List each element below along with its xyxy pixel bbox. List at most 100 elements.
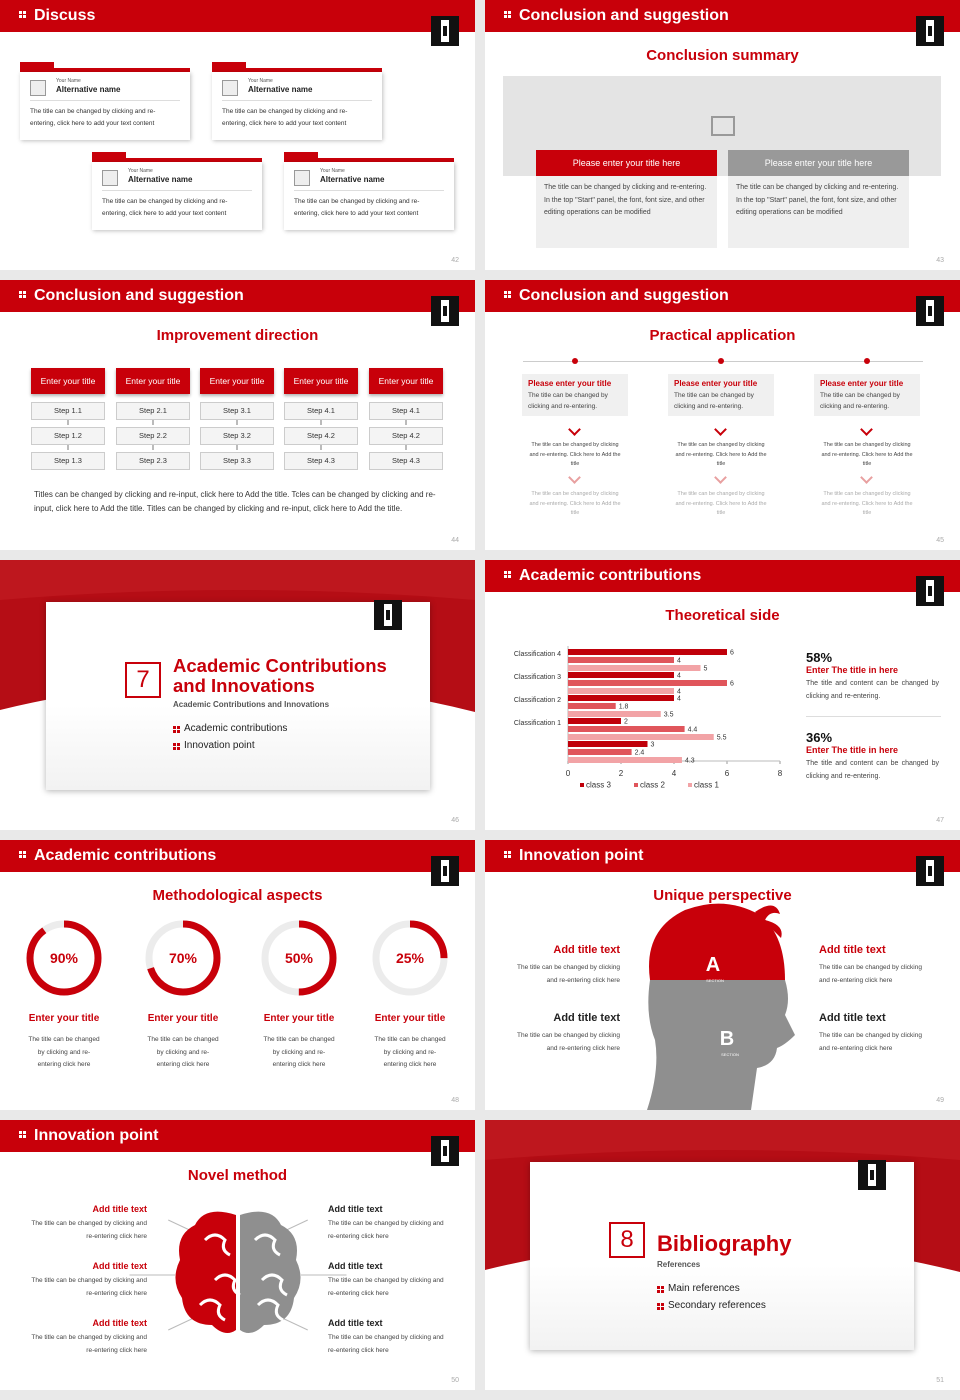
column-title: Enter your title — [284, 368, 358, 394]
item-text: The title can be changed by clicking and… — [31, 1220, 147, 1240]
step: Step 1.1 — [31, 402, 105, 420]
section-subtitle: Academic Contributions and Innovations — [173, 700, 330, 709]
box-title: Please enter your title — [528, 379, 612, 388]
stat-text: The title and content can be changed by … — [806, 680, 939, 700]
head-upper — [649, 903, 785, 980]
slide: Academic contributions Methodological asp… — [0, 840, 475, 1110]
item-text: The title can be changed by clicking and… — [517, 964, 620, 984]
step-connector — [405, 420, 407, 425]
ring-label: 90% — [50, 950, 79, 966]
brain-fold — [253, 1233, 281, 1257]
timeline-dot — [718, 358, 724, 364]
data-label: 4 — [677, 673, 681, 680]
dot-icon — [177, 730, 180, 733]
header-title: Academic contributions — [34, 847, 217, 864]
item-text: The title can be changed by clicking and… — [819, 1032, 922, 1052]
section-subtitle: References — [657, 1260, 701, 1269]
bar — [568, 695, 674, 701]
bar — [568, 734, 714, 740]
card-top — [92, 158, 262, 162]
section-item: Main references — [668, 1283, 740, 1294]
card-icon — [222, 80, 238, 96]
dot-icon — [173, 730, 176, 733]
x-tick-label: 0 — [566, 769, 571, 778]
dot-icon — [504, 571, 507, 574]
dot-icon — [19, 1131, 22, 1134]
card: Your Name Alternative name The title can b… — [284, 162, 454, 230]
step-connector — [236, 420, 238, 425]
dot-icon — [19, 291, 22, 294]
red-shade — [485, 1120, 960, 1160]
slide-graphics: 0 2 4 6 8 Classification 4 6 4 5 Classification 3… — [514, 646, 783, 790]
stat-value: 58% — [806, 650, 833, 665]
item-text: The title can be changed by clicking and… — [819, 964, 922, 984]
header-title: Discuss — [34, 7, 96, 24]
head-section: SECTION — [706, 978, 724, 983]
legend-swatch — [688, 783, 692, 787]
category-label: Classification 1 — [514, 720, 561, 727]
dot-icon — [23, 11, 26, 14]
step: Step 1.2 — [31, 427, 105, 445]
dot-icon — [19, 1135, 22, 1138]
dot-icon — [23, 15, 26, 18]
section-item: Academic contributions — [184, 723, 288, 734]
item-text: The title can be changed by clicking and… — [31, 1334, 147, 1354]
dot-icon — [23, 1131, 26, 1134]
detail: The title can be changed by clicking and… — [821, 491, 913, 516]
step: Step 4.3 — [369, 452, 443, 470]
dot-icon — [508, 291, 511, 294]
box-title: Please enter your title — [820, 379, 904, 388]
data-label: 4.4 — [688, 727, 698, 734]
dot-icon — [19, 295, 22, 298]
subtitle: Methodological aspects — [152, 887, 323, 904]
bar — [568, 711, 661, 717]
x-tick-label: 4 — [672, 769, 677, 778]
section-title: Bibliography — [657, 1231, 792, 1256]
card-tab — [212, 62, 246, 68]
card-text: The title can be changed by clicking and… — [294, 198, 420, 217]
legend-label: class 1 — [694, 781, 719, 790]
dot-icon — [508, 575, 511, 578]
data-label: 4 — [677, 658, 681, 665]
data-label: 4 — [677, 689, 681, 696]
chevron — [860, 471, 873, 484]
card-text: The title can be changed by clicking and… — [222, 108, 348, 127]
card-name: Alternative name — [128, 175, 193, 184]
slide-graphics: A SECTION B SECTION — [647, 903, 795, 1110]
item-title: Add title text — [819, 1012, 886, 1024]
header-title: Innovation point — [34, 1127, 159, 1144]
subtitle: Practical application — [649, 327, 796, 344]
data-label: 6 — [730, 650, 734, 657]
header-bar — [0, 280, 475, 312]
item-text: The title can be changed by clicking and… — [328, 1334, 444, 1354]
card-divider — [222, 100, 372, 101]
detail: The title can be changed by clicking and… — [529, 491, 621, 516]
logo — [858, 1160, 886, 1190]
chevron — [714, 423, 727, 436]
column-title: Enter your title — [200, 368, 274, 394]
dot-icon — [657, 1286, 660, 1289]
page-number: 44 — [451, 537, 459, 544]
box-title: Please enter your title here — [536, 150, 717, 176]
header-title: Innovation point — [519, 847, 644, 864]
dot-icon — [504, 575, 507, 578]
card-small: Your Name — [128, 168, 153, 174]
ring-text: The title can be changed by clicking and… — [374, 1036, 446, 1068]
ring-title: Enter your title — [374, 1013, 446, 1024]
logo-window — [386, 610, 390, 620]
bar — [568, 726, 685, 732]
card-top — [20, 68, 190, 72]
logo — [431, 856, 459, 886]
card-name: Alternative name — [248, 85, 313, 94]
chevron — [568, 423, 581, 436]
dot-icon — [504, 851, 507, 854]
page-number: 43 — [936, 257, 944, 264]
step: Step 3.1 — [200, 402, 274, 420]
detail: The title can be changed by clicking and… — [529, 442, 621, 467]
step-connector — [236, 445, 238, 450]
step-connector — [152, 420, 154, 425]
dot-icon — [23, 295, 26, 298]
slide: 8 Bibliography References Main references Se… — [485, 1120, 960, 1390]
item-text: The title can be changed by clicking and… — [328, 1277, 444, 1297]
note: Titles can be changed by clicking and re… — [34, 490, 436, 513]
